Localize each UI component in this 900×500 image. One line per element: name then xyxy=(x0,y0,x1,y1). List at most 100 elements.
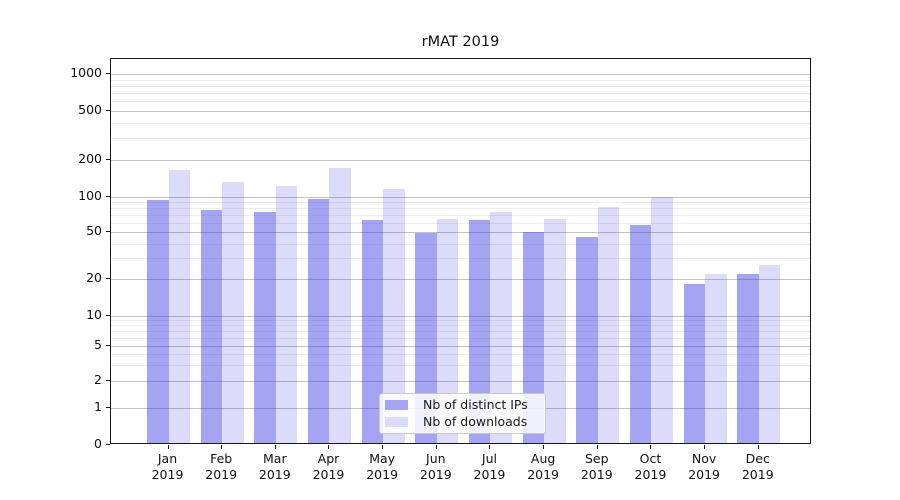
y-tick-label: 0 xyxy=(94,436,102,451)
gridline xyxy=(111,79,810,81)
x-tick-label-month: Mar xyxy=(263,451,287,466)
bar xyxy=(383,188,405,443)
legend-swatch-ips xyxy=(385,400,408,411)
x-tick-label-month: Feb xyxy=(210,451,233,466)
gridline xyxy=(111,232,810,234)
x-tick-label-year: 2019 xyxy=(688,467,720,482)
x-tick-label: May 2019 xyxy=(350,451,414,483)
x-tick-mark xyxy=(221,445,223,449)
bar xyxy=(490,212,512,443)
x-tick-mark xyxy=(704,445,706,449)
bar-layer xyxy=(111,59,810,443)
bar xyxy=(597,206,620,443)
x-tick-label-month: Apr xyxy=(317,451,340,466)
x-tick-label-month: Oct xyxy=(639,451,662,466)
gridline xyxy=(111,122,810,124)
x-tick-label-year: 2019 xyxy=(527,467,560,482)
gridline xyxy=(111,222,810,224)
x-tick-label-year: 2019 xyxy=(419,467,452,482)
bar xyxy=(651,196,673,443)
y-tick-mark xyxy=(106,344,110,346)
gridline xyxy=(111,331,810,333)
bar xyxy=(254,212,276,443)
x-tick-mark xyxy=(650,445,652,449)
bar xyxy=(361,219,384,443)
gridline xyxy=(111,325,810,327)
gridline xyxy=(111,316,810,317)
x-tick-mark xyxy=(328,445,330,449)
y-tick-mark xyxy=(106,110,110,111)
bar xyxy=(222,181,244,443)
x-tick-label-month: May xyxy=(369,451,396,466)
bar xyxy=(683,284,706,443)
gridline xyxy=(111,74,810,75)
gridline xyxy=(111,202,810,204)
x-tick-label-year: 2019 xyxy=(473,467,506,482)
x-tick-label: Jul 2019 xyxy=(457,451,521,483)
y-tick-label: 20 xyxy=(86,269,102,285)
gridline xyxy=(111,196,810,198)
y-tick-mark xyxy=(106,315,110,316)
x-tick-label: Jan 2019 xyxy=(136,451,200,483)
gridline xyxy=(111,215,810,217)
x-tick-mark xyxy=(543,445,545,449)
x-tick-label: Sep 2019 xyxy=(565,451,629,483)
x-tick-label-month: Sep xyxy=(584,451,609,466)
x-tick-label-month: Jan xyxy=(157,451,178,466)
y-tick-label: 2 xyxy=(94,371,102,387)
x-tick-mark xyxy=(274,445,276,449)
y-tick-mark xyxy=(106,73,110,74)
gridline xyxy=(111,138,810,140)
legend-label-downloads: Nb of downloads xyxy=(423,413,528,429)
gridline xyxy=(111,208,810,210)
y-tick-label: 200 xyxy=(78,150,102,166)
gridline xyxy=(111,111,810,112)
x-tick-label-year: 2019 xyxy=(205,467,238,482)
legend-swatch-downloads xyxy=(385,416,408,427)
gridline xyxy=(111,380,810,382)
bar xyxy=(629,224,652,443)
y-tick-mark xyxy=(106,231,110,233)
gridline xyxy=(111,320,810,322)
bar xyxy=(737,273,759,443)
x-tick-mark xyxy=(596,445,598,449)
y-tick-label: 10 xyxy=(86,307,102,322)
y-tick-mark xyxy=(106,379,110,381)
gridline xyxy=(111,258,810,260)
gridline xyxy=(111,337,810,339)
x-tick-label-year: 2019 xyxy=(366,467,399,482)
x-tick-label: Mar 2019 xyxy=(243,451,307,483)
gridline xyxy=(111,85,810,87)
bar xyxy=(468,220,491,443)
x-tick-label: Nov 2019 xyxy=(672,451,736,483)
x-tick-label-year: 2019 xyxy=(634,467,667,482)
bar xyxy=(758,265,781,443)
bar xyxy=(544,218,566,443)
plot-area xyxy=(110,58,811,444)
x-tick-label-year: 2019 xyxy=(741,467,774,482)
y-tick-label: 500 xyxy=(78,102,102,117)
x-tick-label: Jun 2019 xyxy=(404,451,468,483)
x-tick-label-year: 2019 xyxy=(151,467,184,482)
y-tick-mark xyxy=(106,195,110,197)
x-tick-label: Feb 2019 xyxy=(189,451,253,483)
gridline xyxy=(111,93,810,95)
x-tick-label-month: Jul xyxy=(481,451,497,466)
y-tick-label: 5 xyxy=(94,336,102,352)
x-tick-label: Dec 2019 xyxy=(726,451,790,483)
x-tick-label: Aug 2019 xyxy=(511,451,575,483)
x-tick-mark xyxy=(489,445,491,449)
gridline xyxy=(111,278,810,280)
x-tick-mark xyxy=(435,445,437,449)
bar xyxy=(705,273,727,443)
legend-item-downloads: Nb of downloads xyxy=(385,413,539,429)
y-tick-mark xyxy=(106,158,110,160)
bar xyxy=(415,233,437,443)
gridline xyxy=(111,101,810,103)
bar xyxy=(576,236,598,443)
gridline xyxy=(111,243,810,245)
bar xyxy=(200,210,223,443)
x-tick-mark xyxy=(757,445,759,449)
x-tick-mark xyxy=(382,445,384,449)
